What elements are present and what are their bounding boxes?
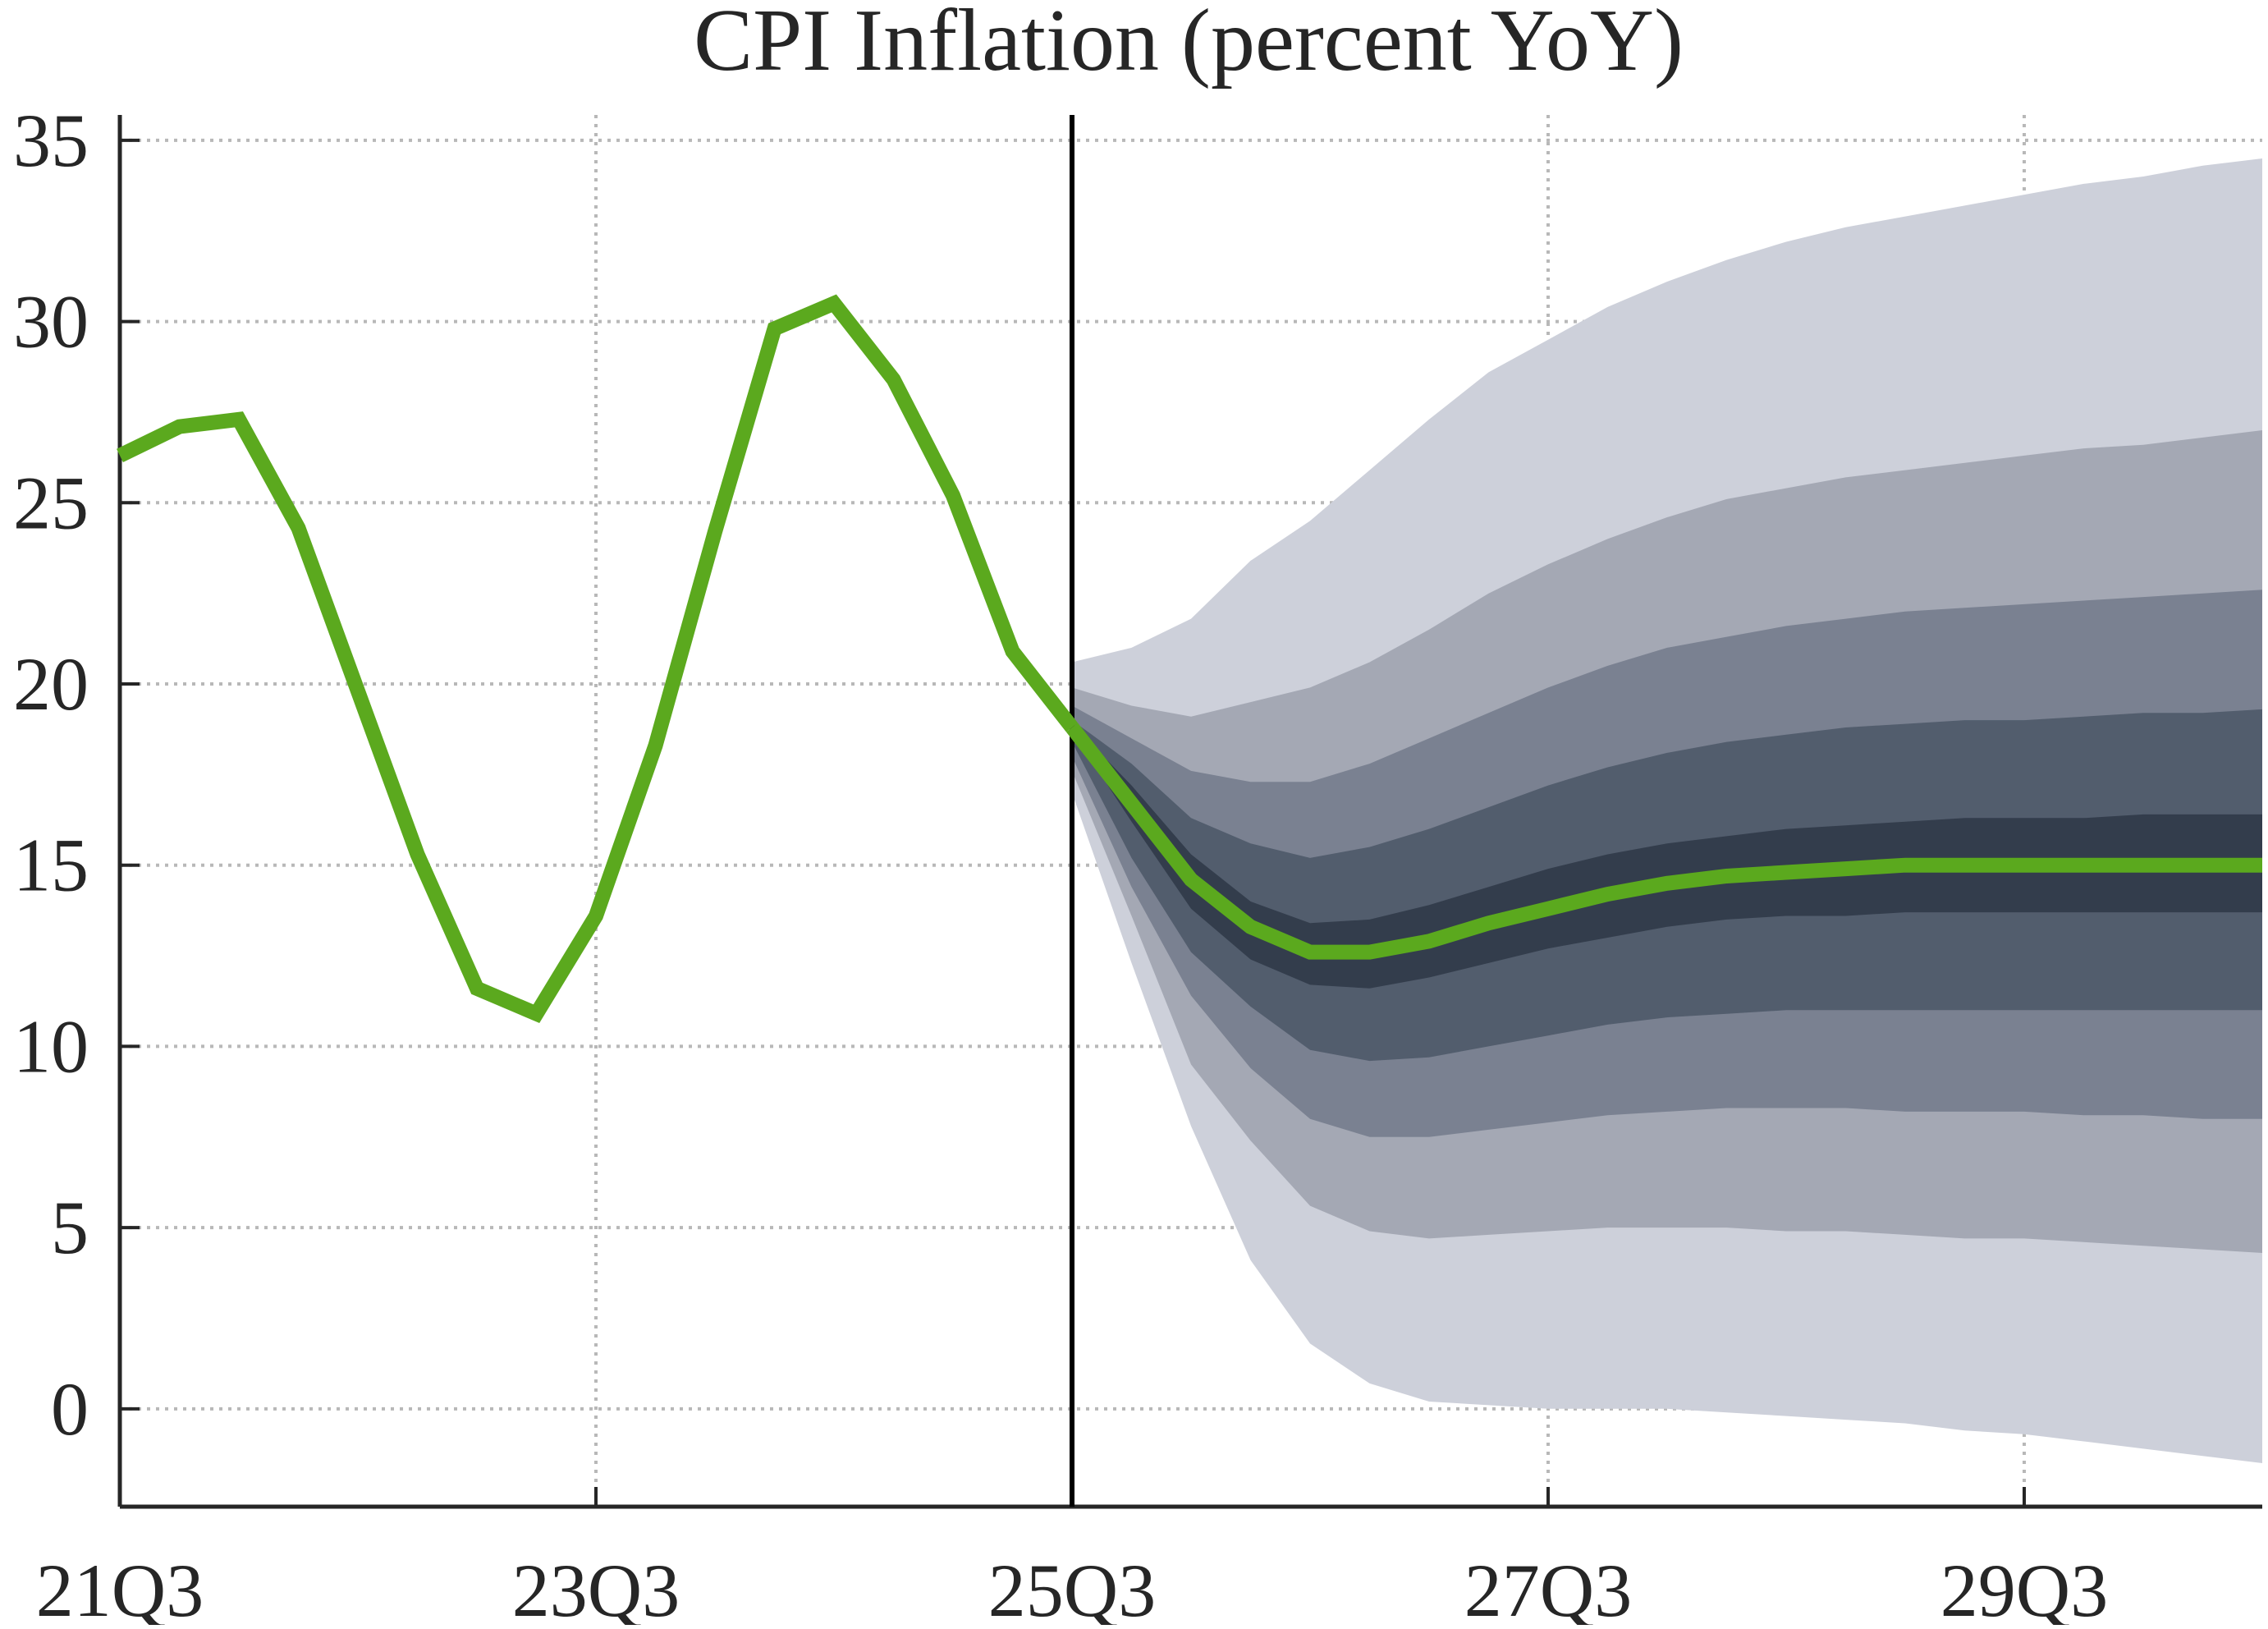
fan-bands [1072, 158, 2262, 1463]
x-tick-label-23Q3: 23Q3 [512, 1549, 680, 1625]
x-tick-label-21Q3: 21Q3 [36, 1549, 204, 1625]
x-tick-label-29Q3: 29Q3 [1940, 1549, 2108, 1625]
y-tick-label-5: 5 [51, 1186, 89, 1269]
forecast-median-line [1065, 723, 2262, 960]
tick-labels: 0 5 10 15 20 25 30 35 21Q3 23Q3 25Q3 27Q3 29Q3 [13, 99, 2108, 1629]
history-line [117, 294, 1079, 1024]
y-tick-label-0: 0 [51, 1367, 89, 1451]
axes [117, 115, 2262, 1509]
x-tick-label-25Q3: 25Q3 [988, 1549, 1156, 1625]
chart-title: CPI Inflation (percent YoY) [694, 0, 1684, 89]
x-tick-label-27Q3: 27Q3 [1464, 1549, 1632, 1625]
y-tick-label-20: 20 [13, 642, 89, 726]
series-lines [117, 115, 2262, 1507]
y-tick-label-10: 10 [13, 1004, 89, 1088]
y-tick-label-30: 30 [13, 280, 89, 364]
fan-band-5 [1072, 723, 2262, 989]
y-tick-label-15: 15 [13, 824, 89, 907]
y-tick-label-35: 35 [13, 99, 89, 182]
y-tick-label-25: 25 [13, 461, 89, 544]
